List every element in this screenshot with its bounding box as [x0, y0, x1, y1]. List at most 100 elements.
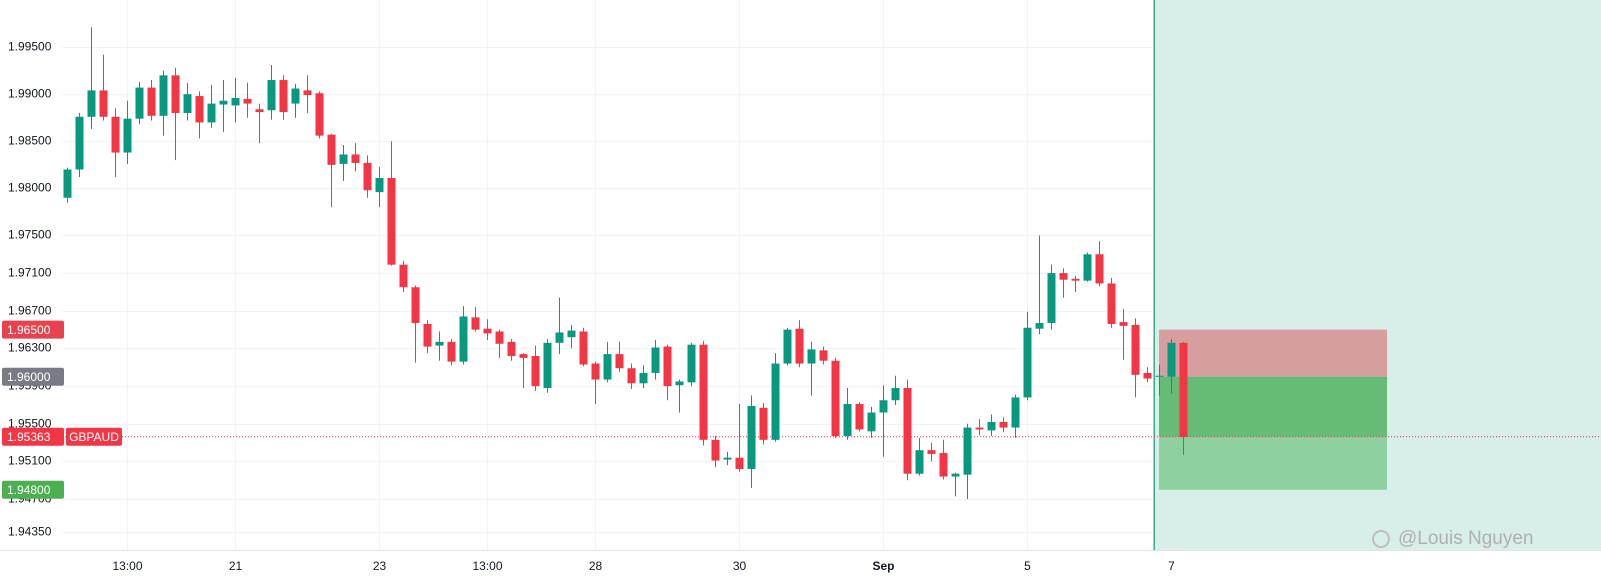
candle-body [207, 103, 216, 123]
watermark: @Louis Nguyen [1372, 528, 1533, 549]
candle-body [591, 363, 600, 380]
candle-body [63, 169, 72, 198]
x-tick-label: Sep [872, 559, 894, 573]
candle-body [795, 328, 804, 364]
labels: 1.99500 1.99000 1.98500 1.98000 1.97500 1.971… [2, 40, 1175, 573]
y-tick-label: 1.96300 [8, 341, 52, 355]
candle-body [231, 97, 240, 106]
candle-body [579, 331, 588, 365]
candle-body [303, 90, 312, 96]
candle-body [963, 427, 972, 475]
candle-body [159, 75, 168, 116]
watermark-text: @Louis Nguyen [1398, 528, 1533, 549]
candle-body [99, 90, 108, 117]
candle-body [147, 87, 156, 116]
entry-label: 1.96000 [7, 370, 51, 384]
candle-body [1155, 375, 1164, 377]
x-tick-label: 13:00 [112, 559, 142, 573]
candle-body [279, 80, 288, 113]
candle-body [1143, 372, 1152, 379]
candle-body [375, 177, 384, 193]
candle-body [807, 349, 816, 364]
candle-body [291, 88, 300, 104]
candle-body [987, 421, 996, 431]
candle-body [507, 341, 516, 356]
candle-body [747, 405, 756, 470]
candle-body [75, 116, 84, 170]
candle-body [771, 363, 780, 440]
overlay [62, 0, 1601, 550]
candle-body [471, 317, 480, 330]
y-tick-label: 1.96700 [8, 304, 52, 318]
y-tick-label: 1.94350 [8, 525, 52, 539]
candle-body [1107, 283, 1116, 324]
candle-body [555, 332, 564, 343]
candle-body [219, 100, 228, 105]
candles [63, 27, 1188, 500]
candle-body [435, 341, 444, 346]
candle-body [867, 412, 876, 432]
target-label-bg [2, 480, 64, 499]
candle-body [975, 427, 984, 430]
candle-body [639, 372, 648, 384]
candle-body [495, 331, 504, 344]
candle-body [663, 346, 672, 387]
candle-body [891, 388, 900, 401]
candle-body [999, 421, 1008, 428]
candle-body [903, 388, 912, 474]
y-tick-label: 1.95100 [8, 454, 52, 468]
entry-label-bg [2, 367, 64, 386]
candle-body [267, 80, 276, 111]
candle-body [171, 75, 180, 114]
candle-body [243, 98, 252, 104]
x-tick-label: 28 [589, 559, 603, 573]
candle-body [111, 116, 120, 153]
candle-body [759, 407, 768, 440]
x-tick-label: 23 [373, 559, 387, 573]
candle-body [459, 316, 468, 362]
candle-body [951, 473, 960, 477]
candle-body [879, 400, 888, 413]
candle-body [675, 381, 684, 386]
candle-body [699, 344, 708, 440]
candle-body [411, 287, 420, 324]
candle-body [1119, 322, 1128, 326]
last-price-label-bg [2, 427, 64, 446]
candle-body [1083, 254, 1092, 281]
candle-body [603, 354, 612, 380]
candle-body [255, 109, 264, 113]
candle-body [351, 154, 360, 163]
y-tick-label: 1.99000 [8, 87, 52, 101]
candle-body [567, 330, 576, 338]
candle-body [135, 87, 144, 119]
candle-body [1047, 273, 1056, 324]
x-tick-label: 7 [1168, 559, 1175, 573]
candle-body [783, 329, 792, 364]
x-tick-label: 5 [1024, 559, 1031, 573]
y-tick-label: 1.95500 [8, 417, 52, 431]
candle-body [543, 342, 552, 389]
candle-body [519, 354, 528, 358]
stop-label-bg [2, 320, 64, 339]
symbol-label: GBPAUD [69, 430, 119, 444]
candle-body [627, 368, 636, 384]
candle-body [315, 93, 324, 136]
candle-body [939, 452, 948, 477]
y-tick-label: 1.97100 [8, 266, 52, 280]
candle-body [711, 439, 720, 461]
candle-body [831, 360, 840, 437]
candle-body [1095, 254, 1104, 284]
candle-body [915, 450, 924, 474]
candle-body [723, 457, 732, 460]
last-price-label: 1.95363 [7, 430, 51, 444]
candle-body [819, 350, 828, 361]
candle-body [687, 344, 696, 383]
candle-body [735, 457, 744, 470]
watermark-icon [1372, 530, 1390, 548]
x-tick-label: 30 [733, 559, 747, 573]
candle-body [87, 90, 96, 117]
candle-body [447, 341, 456, 362]
x-tick-label: 13:00 [472, 559, 502, 573]
x-tick-label: 21 [229, 559, 243, 573]
candle-body [927, 450, 936, 454]
